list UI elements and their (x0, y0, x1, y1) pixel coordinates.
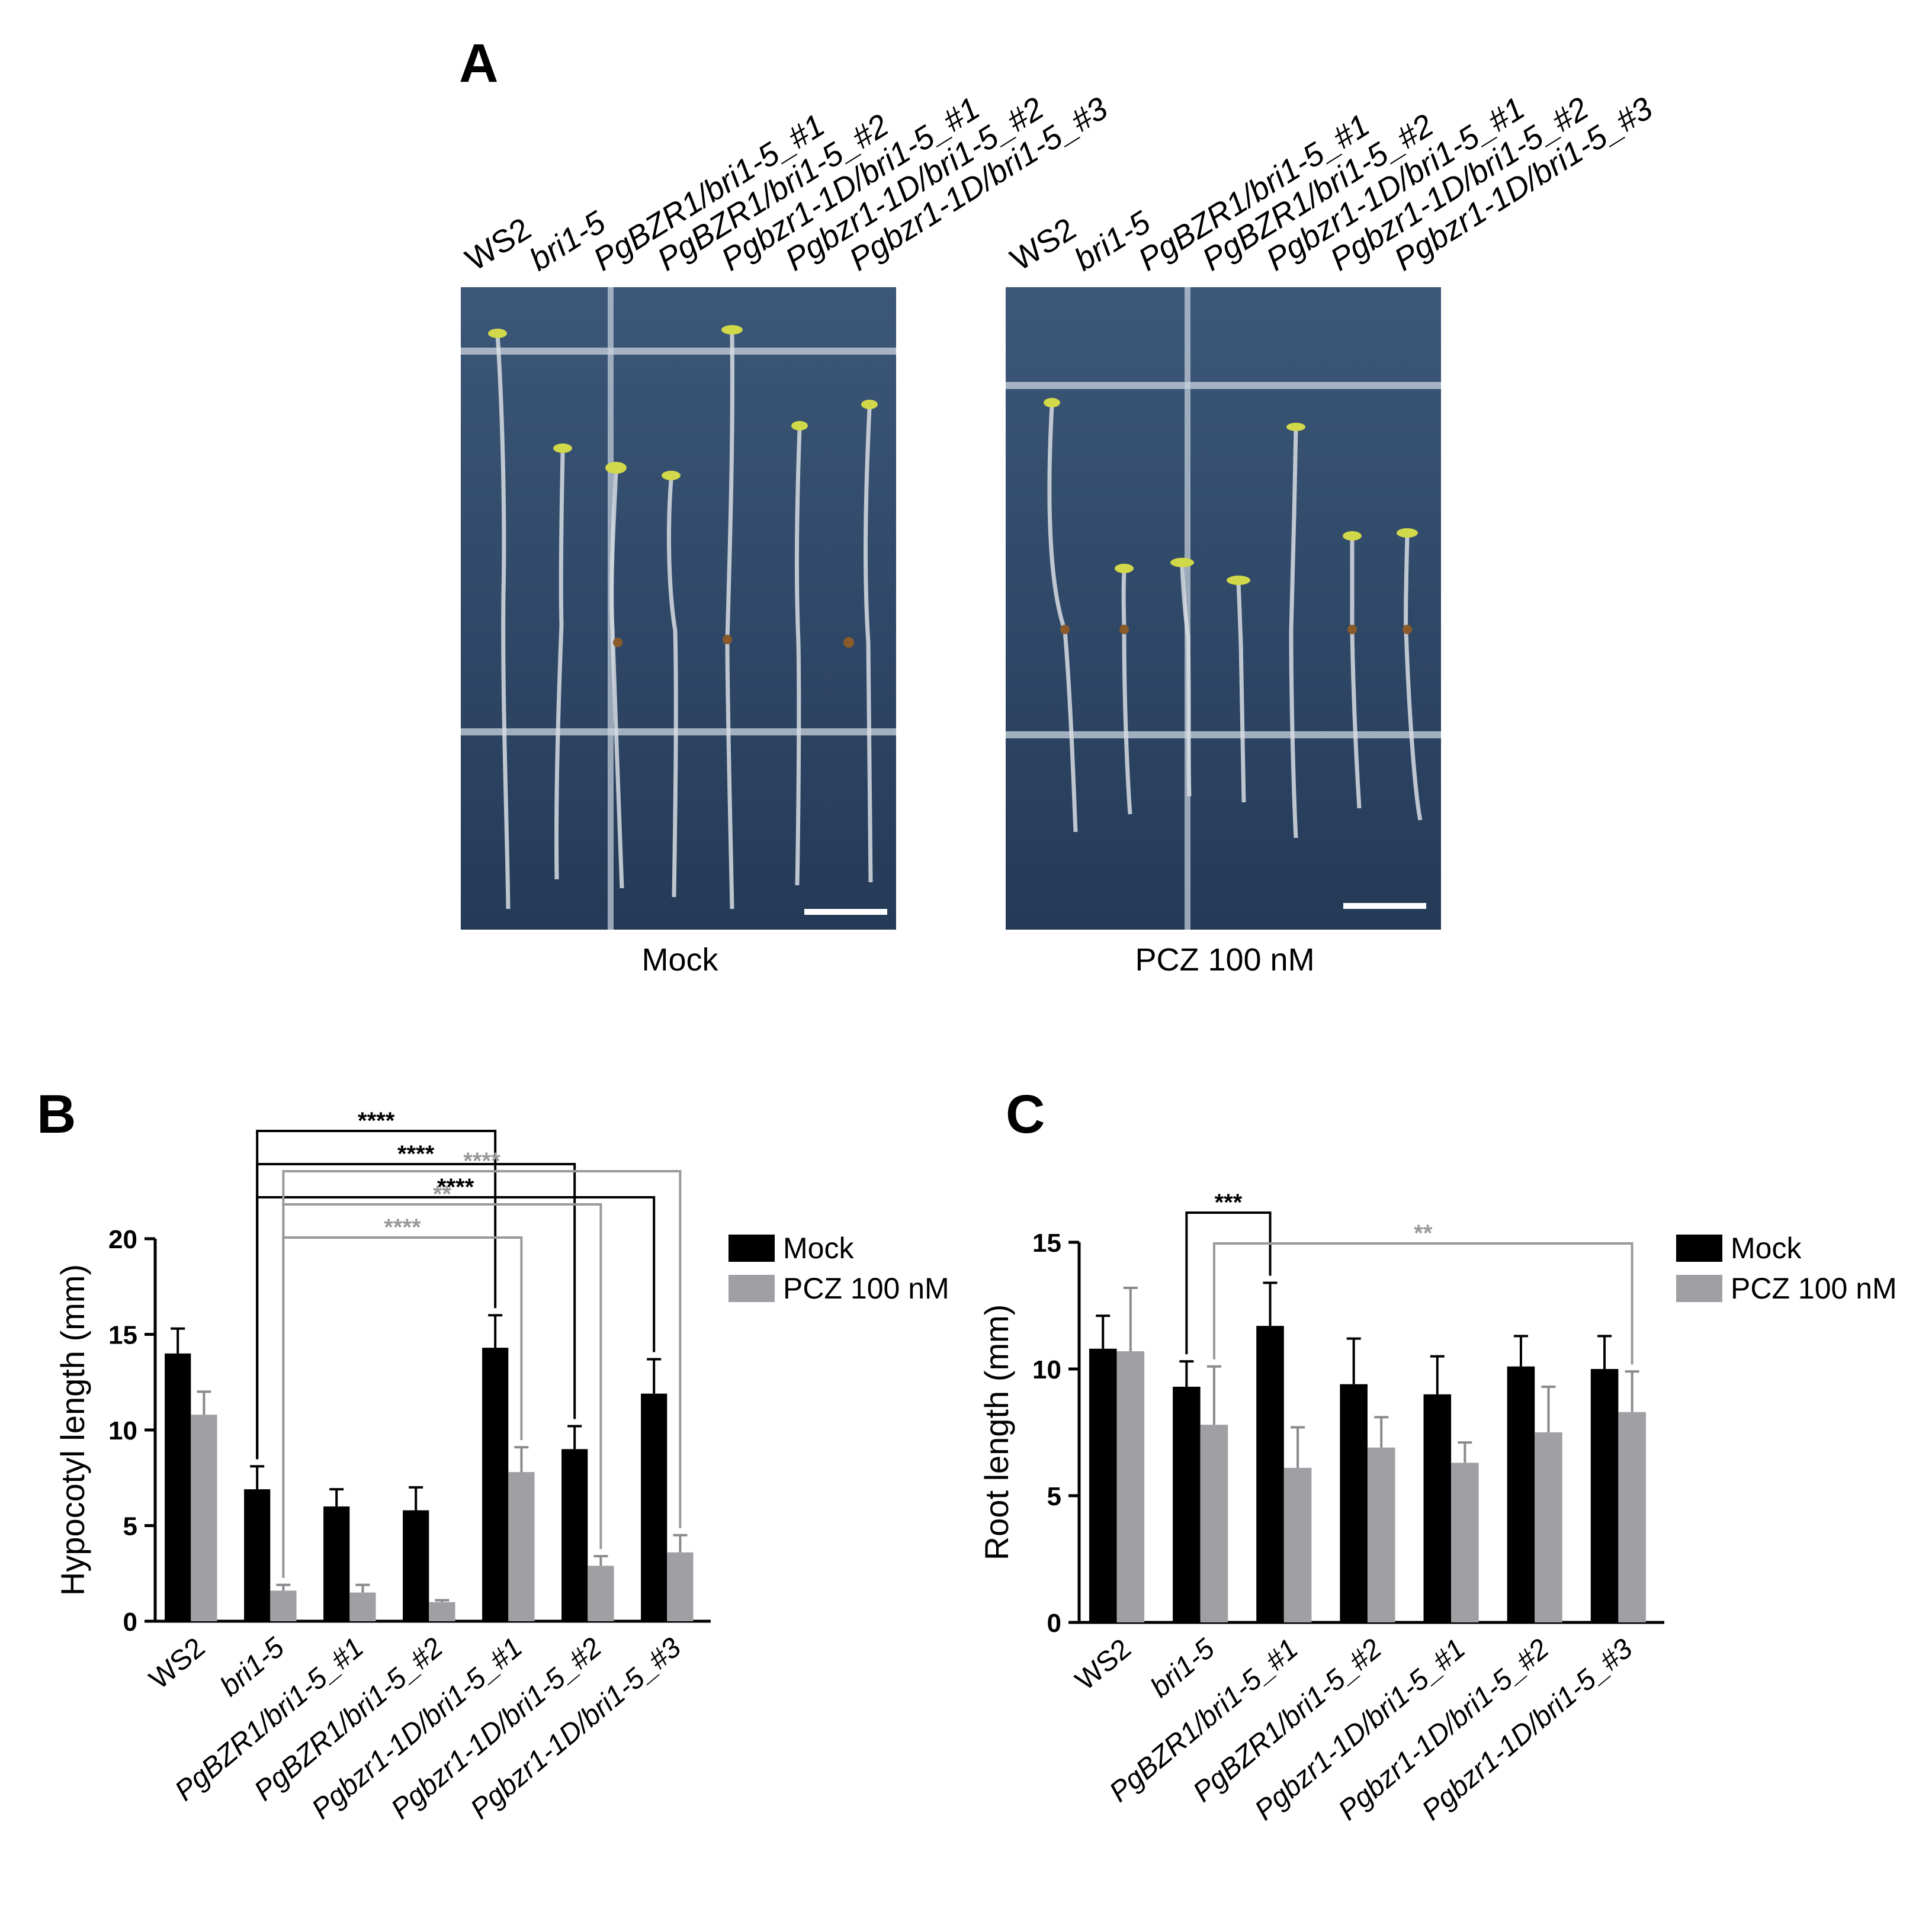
legend-label: Mock (1731, 1232, 1802, 1265)
pcz-seedling-photo (1006, 287, 1441, 930)
pcz-genotype-label: WS2 (1004, 211, 1082, 278)
pcz-seedling-image (1006, 287, 1441, 930)
bar (349, 1592, 376, 1621)
bar (508, 1472, 535, 1621)
legend-label: PCZ 100 nM (1731, 1272, 1897, 1305)
significance-label: ** (433, 1181, 452, 1207)
bar (1535, 1432, 1562, 1622)
x-tick-label: bri1-5 (1145, 1633, 1221, 1704)
bar (191, 1415, 217, 1621)
y-tick-label: 15 (1032, 1229, 1061, 1258)
y-tick-label: 10 (1032, 1355, 1061, 1384)
bar (588, 1566, 614, 1621)
y-tick-label: 5 (123, 1512, 137, 1541)
x-tick-label: WS2 (1070, 1633, 1137, 1696)
bar (561, 1449, 588, 1621)
panel-b-letter: B (37, 1084, 76, 1145)
mock-seedling-image (461, 287, 896, 930)
significance-bracket (1212, 1242, 1633, 1365)
bar (270, 1590, 297, 1621)
bar (1423, 1394, 1452, 1622)
legend-swatch (728, 1275, 775, 1302)
y-tick-label: 0 (123, 1608, 137, 1637)
significance-bracket (256, 1163, 576, 1460)
bar (1256, 1326, 1284, 1622)
bar (1618, 1412, 1646, 1622)
y-tick-label: 20 (108, 1225, 137, 1254)
significance-label: *** (1215, 1190, 1243, 1216)
significance-label: **** (463, 1148, 500, 1174)
bar (1340, 1384, 1368, 1622)
bar (1367, 1447, 1395, 1622)
significance-label: **** (397, 1141, 435, 1167)
bar (667, 1552, 694, 1621)
bar (1200, 1425, 1228, 1622)
significance-label: **** (358, 1108, 395, 1134)
bar (1116, 1351, 1145, 1622)
significance-label: ** (1414, 1220, 1433, 1246)
bar (1451, 1463, 1479, 1622)
pcz-condition-label: PCZ 100 nM (1135, 942, 1315, 978)
significance-label: **** (437, 1174, 474, 1200)
legend-swatch (728, 1235, 775, 1262)
panel-a-letter: A (459, 33, 499, 94)
bar (1590, 1369, 1619, 1622)
y-tick-label: 0 (1047, 1609, 1061, 1638)
bar (482, 1348, 509, 1621)
bar (244, 1489, 271, 1621)
bar (403, 1510, 429, 1621)
bar (1173, 1386, 1201, 1622)
mock-seedling-photo (461, 287, 896, 930)
y-tick-label: 10 (108, 1416, 137, 1445)
x-tick-label: WS2 (143, 1632, 211, 1695)
legend-swatch (1676, 1275, 1722, 1302)
bar (1507, 1366, 1535, 1622)
bar (429, 1602, 455, 1621)
bar (1089, 1348, 1117, 1622)
y-axis-label: Root length (mm) (978, 1304, 1015, 1561)
y-axis-label: Hypocotyl length (mm) (54, 1264, 91, 1596)
bar (1283, 1467, 1312, 1622)
bar (641, 1393, 667, 1621)
panel-c-letter: C (1006, 1084, 1045, 1145)
mock-genotype-label: WS2 (459, 211, 537, 278)
significance-bracket (256, 1196, 656, 1460)
y-tick-label: 15 (108, 1321, 137, 1350)
bar (323, 1506, 350, 1621)
bar (165, 1353, 191, 1621)
significance-bracket (282, 1170, 682, 1578)
legend-label: PCZ 100 nM (783, 1272, 949, 1305)
mock-condition-label: Mock (641, 942, 718, 978)
significance-label: **** (384, 1214, 421, 1240)
y-tick-label: 5 (1047, 1482, 1061, 1511)
legend-label: Mock (783, 1232, 854, 1265)
legend-swatch (1676, 1235, 1722, 1262)
